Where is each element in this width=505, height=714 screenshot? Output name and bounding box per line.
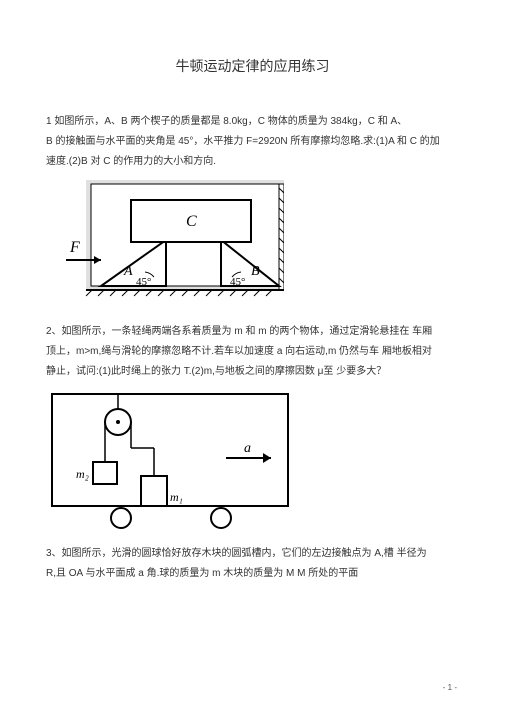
p1-line1: 1 如图所示，A、B 两个楔子的质量都是 8.0kg，C 物体的质量为 384k…	[46, 116, 407, 127]
p3-line2: R,且 OA 与水平面成 a 角.球的质量为 m 木块的质量为 M M 所处的平…	[46, 568, 358, 579]
problem-1: 1 如图所示，A、B 两个楔子的质量都是 8.0kg，C 物体的质量为 384k…	[46, 112, 459, 172]
problem-2: 2、如图所示，一条轻绳两端各系着质量为 m 和 m 的两个物体，通过定滑轮悬挂在…	[46, 322, 459, 382]
svg-text:B: B	[251, 264, 260, 279]
p2-line1: 2、如图所示，一条轻绳两端各系着质量为 m 和 m 的两个物体，通过定滑轮悬挂在…	[46, 326, 432, 337]
p1-line2: B 的接触面与水平面的夹角是 45°，水平推力 F=2920N 所有摩擦均忽略.…	[46, 136, 440, 147]
svg-text:45°: 45°	[230, 276, 245, 288]
figure-2: m₂ m₁ a	[46, 390, 459, 530]
svg-text:C: C	[186, 213, 197, 230]
page-number: - 1 -	[443, 683, 457, 692]
p2-line3: 静止，试问:(1)此时绳上的张力 T.(2)m,与地板之间的摩擦因数 μ至 少要…	[46, 366, 386, 377]
p2-line2: 顶上，m>m,绳与滑轮的摩擦忽略不计.若车以加速度 a 向右运动,m 仍然与车 …	[46, 346, 432, 357]
svg-text:a: a	[244, 441, 251, 456]
page-title: 牛顿运动定律的应用练习	[46, 56, 459, 76]
p1-line3: 速度.(2)B 对 C 的作用力的大小和方向.	[46, 156, 216, 167]
svg-text:A: A	[123, 264, 133, 279]
problem-3: 3、如图所示，光滑的圆球恰好放存木块的圆弧槽内，它们的左边接触点为 A,槽 半径…	[46, 544, 459, 584]
figure-1: F A B C 45° 45°	[46, 180, 459, 308]
svg-text:m₂: m₂	[76, 467, 89, 481]
svg-text:45°: 45°	[136, 276, 151, 288]
p3-line1: 3、如图所示，光滑的圆球恰好放存木块的圆弧槽内，它们的左边接触点为 A,槽 半径…	[46, 548, 427, 559]
svg-text:m₁: m₁	[170, 490, 183, 504]
svg-text:F: F	[69, 239, 80, 256]
